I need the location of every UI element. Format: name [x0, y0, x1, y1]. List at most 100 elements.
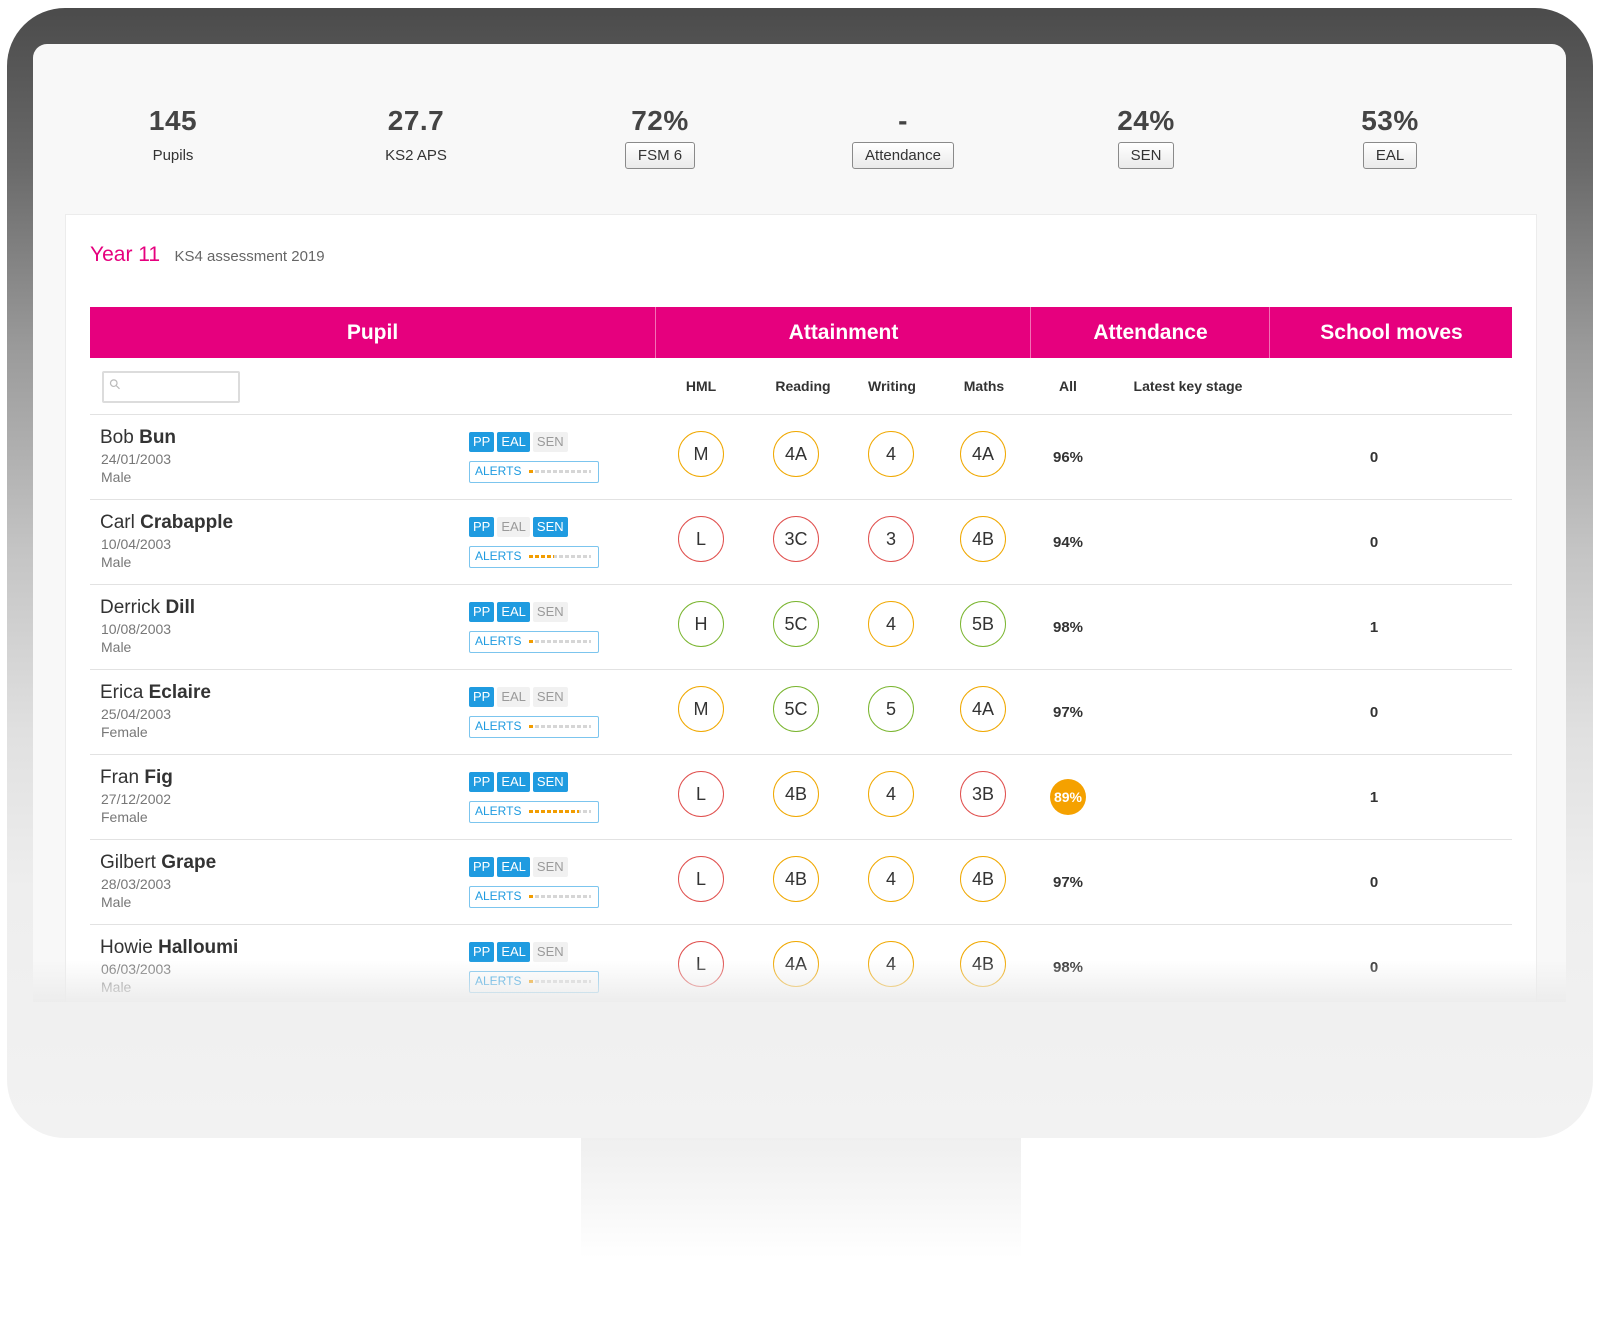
- pupil-last-name: Fig: [144, 767, 173, 788]
- assessment-subtitle: KS4 assessment 2019: [174, 248, 325, 265]
- maths-grade[interactable]: 4A: [960, 431, 1006, 477]
- year-title: Year 11: [90, 243, 161, 266]
- table-row[interactable]: Gilbert Grape 28/03/2003 Male PP EAL SEN A…: [90, 840, 1512, 925]
- hml-grade[interactable]: L: [678, 771, 724, 817]
- group-header-attainment[interactable]: Attainment: [655, 307, 1031, 358]
- alerts-meter-fill: [529, 470, 535, 473]
- pupil-name[interactable]: Erica Eclaire: [100, 682, 211, 704]
- col-latest-key-stage[interactable]: Latest key stage: [1133, 378, 1243, 394]
- pp-tag: PP: [469, 942, 495, 962]
- maths-grade[interactable]: 4B: [960, 856, 1006, 902]
- writing-grade[interactable]: 4: [868, 856, 914, 902]
- reading-grade[interactable]: 5C: [773, 601, 819, 647]
- reading-grade[interactable]: 5C: [773, 686, 819, 732]
- writing-grade[interactable]: 4: [868, 431, 914, 477]
- sen-tag: SEN: [532, 942, 568, 962]
- school-moves-value: 0: [1369, 534, 1379, 551]
- maths-grade[interactable]: 5B: [960, 601, 1006, 647]
- group-header-attendance[interactable]: Attendance: [1030, 307, 1270, 358]
- reading-grade[interactable]: 4A: [773, 431, 819, 477]
- col-writing[interactable]: Writing: [868, 378, 916, 394]
- alerts-label: ALERTS: [475, 719, 522, 733]
- table-row[interactable]: Carl Crabapple 10/04/2003 Male PP EAL SEN …: [90, 500, 1512, 585]
- col-attendance-all[interactable]: All: [1059, 378, 1077, 394]
- pupil-search-input[interactable]: ⚲: [102, 371, 240, 403]
- pupil-name[interactable]: Howie Halloumi: [100, 937, 238, 959]
- alerts-button[interactable]: ALERTS: [469, 461, 599, 483]
- alerts-label: ALERTS: [475, 804, 522, 818]
- alerts-button[interactable]: ALERTS: [469, 631, 599, 653]
- writing-grade[interactable]: 3: [868, 516, 914, 562]
- writing-grade[interactable]: 4: [868, 941, 914, 987]
- pupil-last-name: Crabapple: [140, 512, 234, 533]
- alerts-label: ALERTS: [475, 549, 522, 563]
- sen-tag: SEN: [532, 857, 568, 877]
- writing-grade[interactable]: 4: [868, 601, 914, 647]
- hml-grade[interactable]: H: [678, 601, 724, 647]
- search-icon: ⚲: [105, 374, 125, 394]
- pupil-name[interactable]: Derrick Dill: [100, 597, 195, 619]
- col-maths[interactable]: Maths: [963, 378, 1005, 394]
- group-header-pupil[interactable]: Pupil: [346, 321, 399, 344]
- sen-tag: SEN: [532, 602, 568, 622]
- pupil-first-name: Howie: [100, 937, 153, 958]
- maths-grade[interactable]: 3B: [960, 771, 1006, 817]
- col-reading[interactable]: Reading: [775, 378, 831, 394]
- alerts-meter-fill: [529, 980, 535, 983]
- hml-grade[interactable]: M: [678, 686, 724, 732]
- pupil-last-name: Halloumi: [158, 937, 239, 958]
- pupil-first-name: Derrick: [100, 597, 161, 618]
- reading-grade[interactable]: 4A: [773, 941, 819, 987]
- eal-filter-button[interactable]: EAL: [1362, 142, 1418, 169]
- hml-grade[interactable]: L: [678, 941, 724, 987]
- maths-grade[interactable]: 4A: [960, 686, 1006, 732]
- table-row[interactable]: Howie Halloumi 06/03/2003 Male PP EAL SEN …: [90, 925, 1512, 1002]
- maths-grade[interactable]: 4B: [960, 941, 1006, 987]
- col-hml[interactable]: HML: [685, 378, 717, 394]
- group-header-school-moves[interactable]: School moves: [1269, 307, 1513, 358]
- hml-grade[interactable]: L: [678, 856, 724, 902]
- table-row[interactable]: Erica Eclaire 25/04/2003 Female PP EAL SEN…: [90, 670, 1512, 755]
- pupil-name[interactable]: Gilbert Grape: [100, 852, 216, 874]
- pupil-table: Pupil Attainment Attendance School moves…: [90, 307, 1512, 1002]
- eal-tag: EAL: [497, 772, 530, 792]
- writing-grade[interactable]: 4: [868, 771, 914, 817]
- stat-ks2-aps: 27.7 KS2 APS: [316, 104, 516, 166]
- alerts-button[interactable]: ALERTS: [469, 801, 599, 823]
- fsm6-filter-button[interactable]: FSM 6: [624, 142, 696, 169]
- stat-eal: 53% EAL: [1290, 104, 1490, 169]
- maths-grade[interactable]: 4B: [960, 516, 1006, 562]
- reading-grade[interactable]: 4B: [773, 771, 819, 817]
- pupil-tags: PP EAL SEN: [469, 517, 571, 537]
- pupil-first-name: Fran: [100, 767, 140, 788]
- sen-tag: SEN: [532, 432, 568, 452]
- reading-grade[interactable]: 4B: [773, 856, 819, 902]
- pupil-gender: Female: [101, 724, 148, 740]
- pupil-name[interactable]: Bob Bun: [100, 427, 176, 449]
- table-row[interactable]: Fran Fig 27/12/2002 Female PP EAL SEN ALER…: [90, 755, 1512, 840]
- school-moves-value: 0: [1369, 959, 1379, 976]
- table-row[interactable]: Bob Bun 24/01/2003 Male PP EAL SEN ALERTS …: [90, 415, 1512, 500]
- writing-grade[interactable]: 5: [868, 686, 914, 732]
- alerts-button[interactable]: ALERTS: [469, 546, 599, 568]
- stat-pupils: 145 Pupils: [73, 104, 273, 166]
- attendance-filter-button[interactable]: Attendance: [852, 142, 954, 169]
- pp-tag: PP: [469, 857, 495, 877]
- alerts-button[interactable]: ALERTS: [469, 971, 599, 993]
- table-row[interactable]: Derrick Dill 10/08/2003 Male PP EAL SEN AL…: [90, 585, 1512, 670]
- pupil-dob: 28/03/2003: [101, 876, 172, 892]
- pupil-name[interactable]: Fran Fig: [100, 767, 173, 789]
- reading-grade[interactable]: 3C: [773, 516, 819, 562]
- hml-grade[interactable]: M: [678, 431, 724, 477]
- stat-value: 145: [148, 105, 198, 136]
- alerts-button[interactable]: ALERTS: [469, 716, 599, 738]
- alerts-label: ALERTS: [475, 974, 522, 988]
- pupil-name[interactable]: Carl Crabapple: [100, 512, 233, 534]
- alerts-button[interactable]: ALERTS: [469, 886, 599, 908]
- stat-value: 27.7: [387, 105, 445, 136]
- sen-filter-button[interactable]: SEN: [1117, 142, 1175, 169]
- stat-sen: 24% SEN: [1046, 104, 1246, 169]
- school-moves-value: 0: [1369, 449, 1379, 466]
- hml-grade[interactable]: L: [678, 516, 724, 562]
- alerts-meter-fill: [529, 640, 535, 643]
